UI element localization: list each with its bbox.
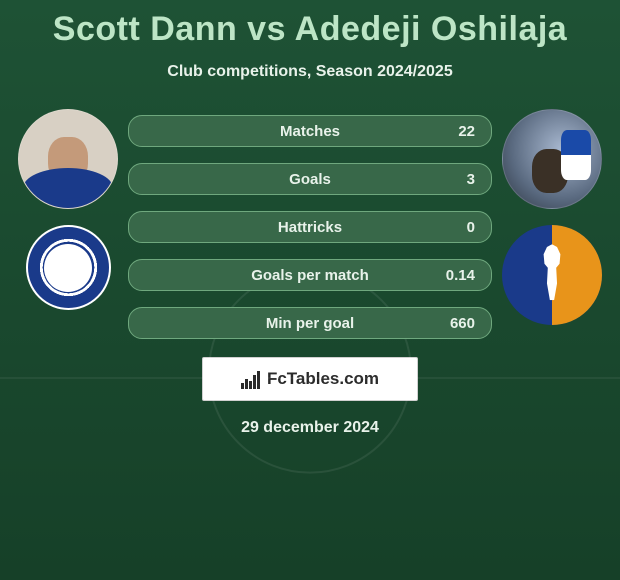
stat-row: Matches 22 (128, 115, 492, 147)
subtitle: Club competitions, Season 2024/2025 (0, 63, 620, 81)
player-right-avatar (502, 109, 602, 209)
stat-row: Hattricks 0 (128, 211, 492, 243)
stat-label: Goals per match (251, 267, 369, 284)
date-label: 29 december 2024 (0, 419, 620, 437)
brand-chart-icon (241, 369, 263, 389)
stat-value: 660 (450, 315, 475, 332)
club-right-crest (502, 225, 602, 325)
stat-label: Min per goal (266, 315, 354, 332)
stat-label: Goals (289, 171, 331, 188)
stat-value: 0 (467, 219, 475, 236)
comparison-content: Matches 22 Goals 3 Hattricks 0 Goals per… (0, 109, 620, 339)
stats-list: Matches 22 Goals 3 Hattricks 0 Goals per… (128, 109, 492, 339)
brand-text: FcTables.com (267, 369, 379, 389)
left-player-column (8, 109, 128, 310)
right-player-column (492, 109, 612, 325)
stat-row: Min per goal 660 (128, 307, 492, 339)
stat-label: Matches (280, 123, 340, 140)
stat-value: 0.14 (446, 267, 475, 284)
stat-value: 22 (458, 123, 475, 140)
stat-row: Goals 3 (128, 163, 492, 195)
stat-label: Hattricks (278, 219, 342, 236)
page-title: Scott Dann vs Adedeji Oshilaja (0, 0, 620, 49)
stat-value: 3 (467, 171, 475, 188)
brand-badge: FcTables.com (202, 357, 418, 401)
player-left-avatar (18, 109, 118, 209)
club-left-crest (26, 225, 111, 310)
stat-row: Goals per match 0.14 (128, 259, 492, 291)
